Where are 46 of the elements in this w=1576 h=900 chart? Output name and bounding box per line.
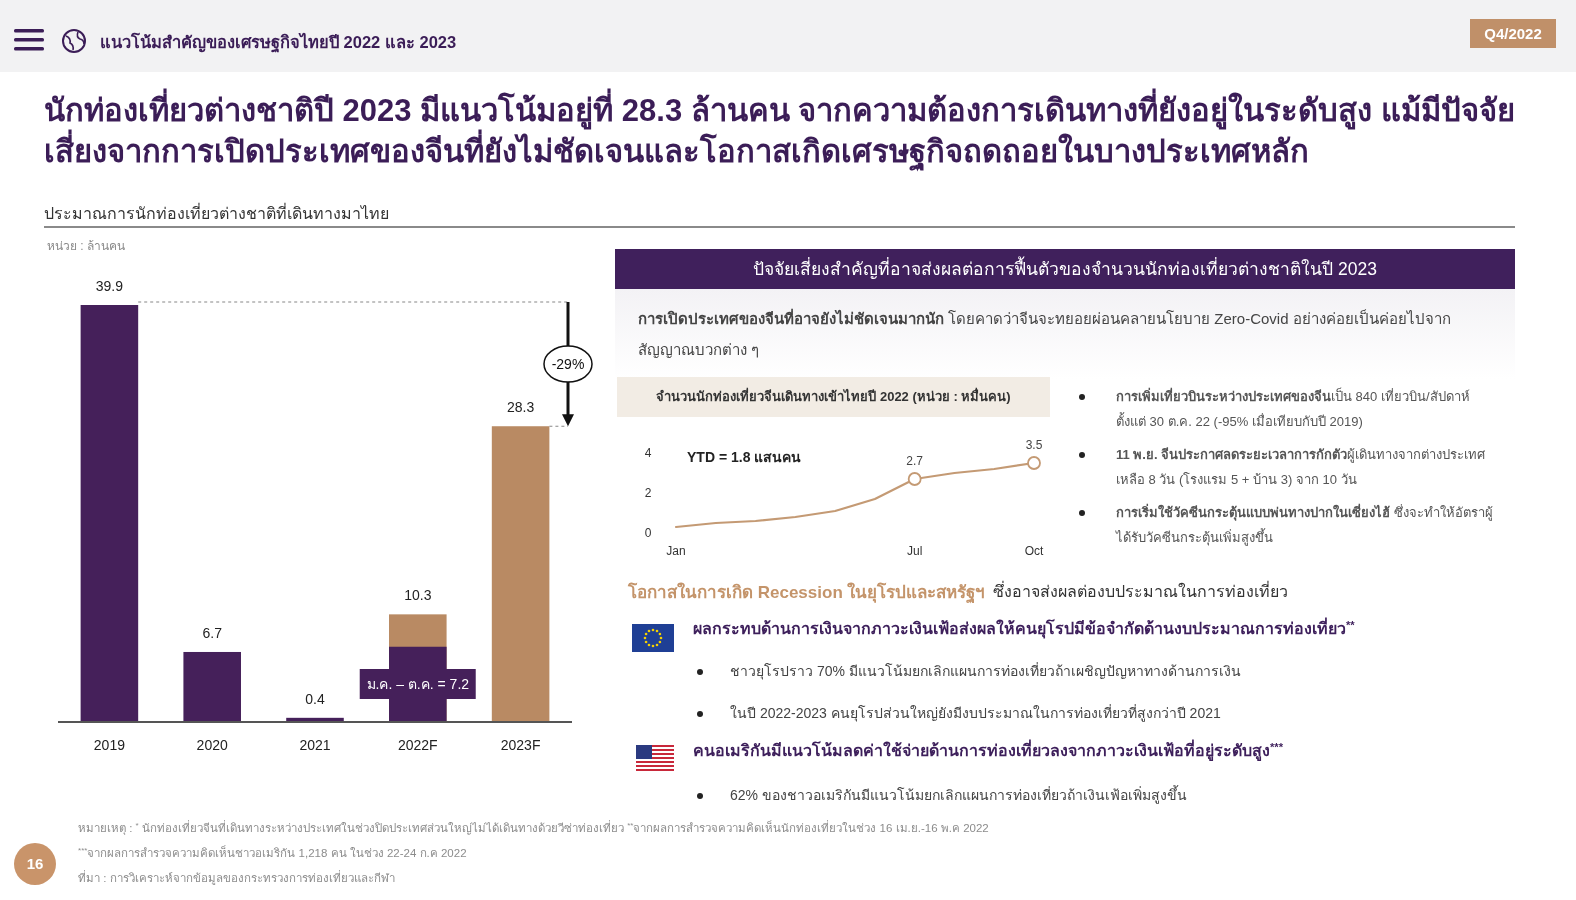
data-label: ม.ค. – ต.ค. = 7.2 (359, 669, 477, 700)
data-label: 28.3 (506, 399, 535, 416)
data-label: 2.7 (906, 454, 924, 468)
text: การเพิ่มเที่ยวบินระหว่างประเทศของจีนเป็น 840 เที่ยวบิน/สัปดาห์ ตั้งแต่ 30 ต.ค. 22 (-95% เมื่อเทียบกับปี 2019) (1116, 386, 1471, 431)
y-tick-label: 0 (644, 526, 652, 540)
text: โอกาสในการเกิด Recession ในยุโรปและสหรัฐฯ (628, 581, 986, 605)
text: นักท่องเที่ยวต่างชาติปี 2023 มีแนวโน้มอยู่ที่ 28.3 ล้านคน จากความต้องการเดินทางที่ยังอยู่ในระดับสูง แม้มีปัจจัยเสี่ยงจากการเปิดประเทศของจีนที่ยังไม่ชัดเจนและโอกาสเกิดเศรษฐกิจถดถอยในบางประเทศหลัก (44, 90, 1516, 172)
x-tick-label: 2022F (397, 737, 438, 753)
x-tick-label: Jul (906, 544, 923, 558)
x-tick-label: 2019 (93, 737, 126, 753)
chart-title: จำนวนนักท่องเที่ยวจีนเดินทางเข้าไทยปี 2022 (หน่วย : หมื่นคน) (617, 377, 1050, 417)
text: ผลกระทบด้านการเงินจากภาวะเงินเฟ้อส่งผลให้คนยุโรปมีข้อจำกัดด้านงบประมาณการท่องเที่ยว$^{**}$ (693, 616, 1355, 641)
text: 11 พ.ย. จีนประกาศลดระยะเวลาการกักตัวผู้เดินทางจากต่างประเทศ เหลือ 8 วัน (โรงแรม 5 + บ้าน 3) จาก 10 วัน (1116, 446, 1487, 489)
bar (80, 305, 139, 722)
data-label: 3.5 (1025, 438, 1043, 452)
x-tick-label: Oct (1024, 544, 1044, 558)
bar (491, 426, 550, 722)
text: $^{***}$จากผลการสำรวจความคิดเห็นชาวอเมริกัน 1,218 คน ในช่วง 22-24 ก.ค 2022 (78, 844, 467, 861)
text: คนอเมริกันมีแนวโน้มลดค่าใช้จ่ายด้านการท่องเที่ยวลงจากภาวะเงินเฟ้อที่อยู่ระดับสูง$^{***}$ (693, 738, 1284, 763)
text: ในปี 2022-2023 คนยุโรปส่วนใหญ่ยังมีงบประมาณในการท่องเที่ยวที่สูงกว่าปี 2021 (730, 703, 1222, 724)
text: การเริ่มใช้วัคซีนกระตุ้นแบบพ่นทางปากในเซี่ยงไฮ้ ซึ่งจะทำให้อัตราผู้ได้รับวัคซีนกระตุ้นเพิ่มสูงขึ้น (1116, 505, 1493, 545)
x-tick-label: 2021 (299, 737, 331, 753)
y-tick-label: 4 (644, 446, 652, 460)
text: หมายเหตุ : $^{*}$ นักท่องเที่ยวจีนที่เดินทางระหว่างประเทศในช่วงปิดประเทศส่วนใหญ่ไม่ได้เดินทางด้วยวีซ่าท่องเที่ยว $^{**}$จากผลการสำรวจความคิดเห็นนักท่องเที่ยวในช่วง 16 เม.ย.-16 พ.ค 2022 (78, 819, 989, 837)
text: ชาวยุโรปราว 70% มีแนวโน้มยกเลิกแผนการท่องเที่ยวถ้าเผชิญปัญหาทางด้านการเงิน (730, 661, 1242, 682)
x-tick-label: Jan (666, 544, 686, 558)
data-label: 0.4 (305, 690, 325, 707)
text: การเปิดประเทศของจีนที่อาจยังไม่ชัดเจนมากนัก โดยคาดว่าจีนจะทยอยผ่อนคลายนโยบาย Zero-Covid อย่างค่อยเป็นค่อยไปจากสัญญาณบวกต่าง ๆ (638, 310, 1451, 358)
data-label: 39.9 (95, 278, 124, 294)
data-label: 6.7 (202, 624, 223, 641)
x-tick-label: 2023F (500, 737, 541, 753)
text: ปัจจัยเสี่ยงสำคัญที่อาจส่งผลต่อการฟื้นตัวของจำนวนนักท่องเที่ยวต่างชาติในปี 2023 (615, 249, 1515, 289)
text: ที่มา : การวิเคราะห์จากข้อมูลของกระทรวงการท่องเที่ยวและกีฬา (78, 869, 395, 887)
text: 62% ของชาวอเมริกันมีแนวโน้มยกเลิกแผนการท่องเที่ยวถ้าเงินเฟ้อเพิ่มสูงขึ้น (730, 784, 1188, 806)
y-tick-label: 2 (644, 486, 652, 500)
data-label: 10.3 (404, 587, 432, 604)
text: Q4/2022 (1470, 19, 1556, 48)
text: แนวโน้มสำคัญของเศรษฐกิจไทยปี 2022 และ 2023 (100, 31, 457, 55)
text: ซึ่งอาจส่งผลต่องบประมาณในการท่องเที่ยว (993, 580, 1288, 602)
annotation: -29% (551, 356, 585, 373)
x-tick-label: 2020 (196, 737, 228, 753)
y-axis-title: หน่วย : ล้านคน (47, 238, 126, 255)
text: 16 (14, 843, 56, 885)
annotation: YTD = 1.8 แสนคน (687, 448, 802, 467)
bar (183, 651, 241, 722)
chart-subtitle: ประมาณการนักท่องเที่ยวต่างชาติที่เดินทางมาไทย (44, 202, 389, 224)
